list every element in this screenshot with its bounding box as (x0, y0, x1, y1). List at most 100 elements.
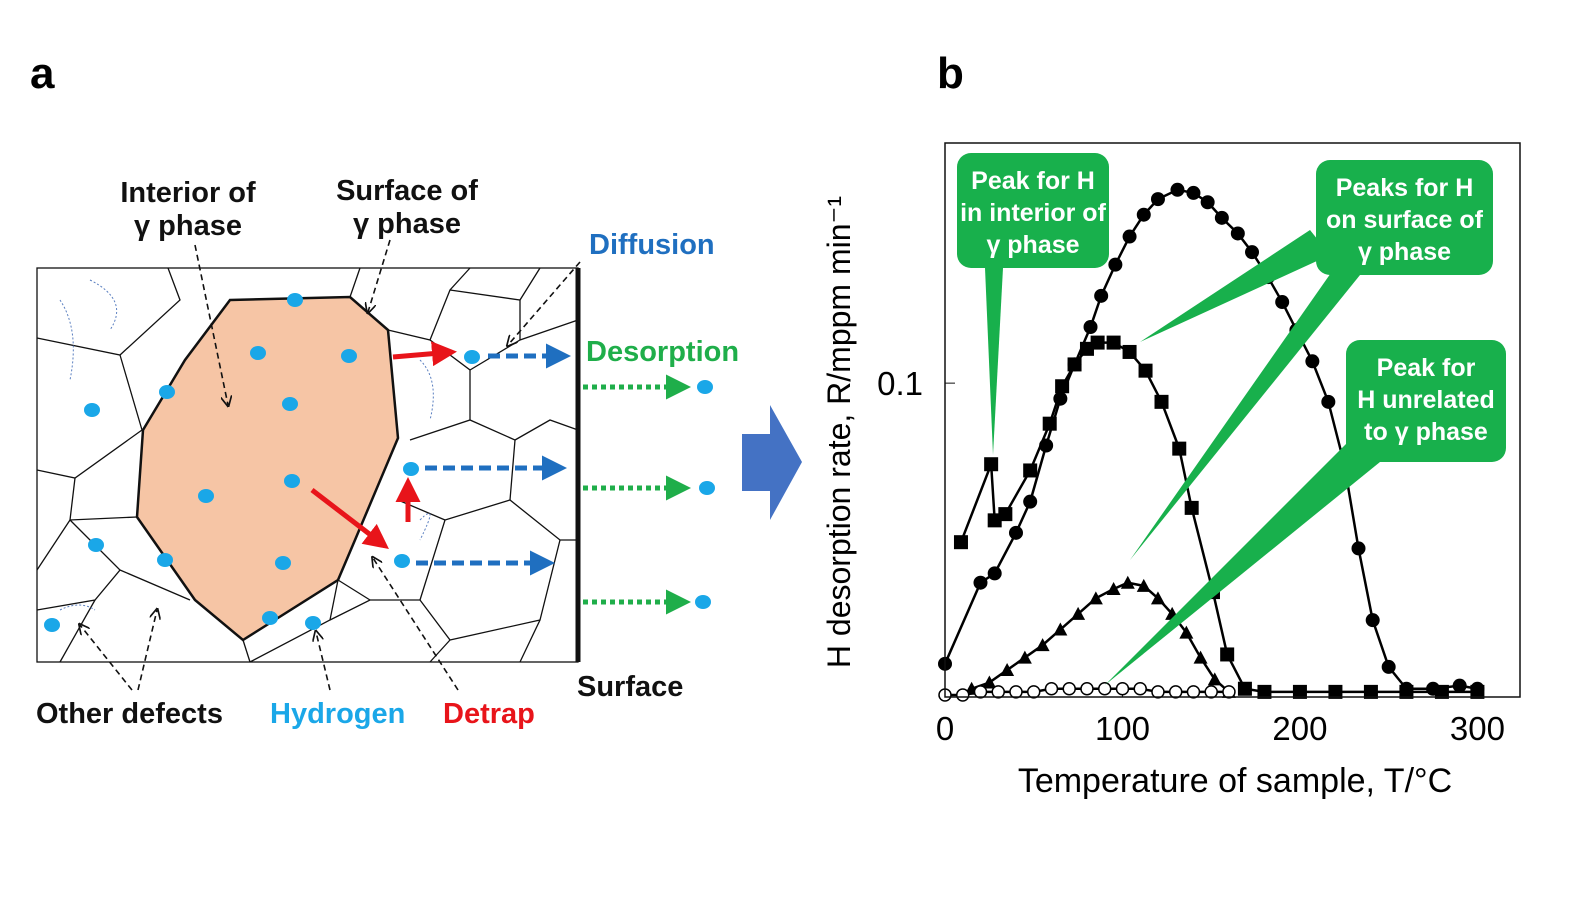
marker (1321, 394, 1336, 409)
marker (1097, 682, 1112, 696)
panel-label: a (30, 49, 55, 98)
callout-pointer (1140, 230, 1330, 342)
marker (953, 535, 968, 550)
pointers (80, 239, 581, 691)
marker (1154, 394, 1169, 409)
callout-pointer (1130, 260, 1360, 560)
callout-text: to γ phase (1364, 418, 1488, 446)
marker (1000, 663, 1015, 677)
marker (1017, 650, 1032, 664)
callout-box (1346, 340, 1506, 462)
detrap-label: Detrap (443, 698, 535, 730)
marker (1214, 210, 1229, 225)
marker (1184, 500, 1199, 515)
marker (1204, 685, 1218, 699)
panel-label: b (937, 49, 964, 98)
marker (1083, 320, 1098, 334)
marker (1381, 659, 1396, 674)
callout-text: in interior of (960, 199, 1107, 227)
marker (1245, 245, 1260, 260)
marker (1170, 182, 1185, 197)
marker (1207, 672, 1222, 686)
gamma-phase (135, 295, 400, 642)
marker (1088, 591, 1103, 605)
callout-text: H unrelated (1357, 386, 1495, 414)
callout-text: Peak for (1377, 354, 1476, 382)
marker (1094, 288, 1109, 303)
callout-text: Peaks for H (1336, 174, 1474, 202)
diffusion-paths (59, 279, 434, 611)
marker (1168, 685, 1183, 699)
marker (955, 688, 970, 702)
marker (1351, 541, 1366, 556)
marker (1133, 682, 1147, 696)
marker (1009, 685, 1023, 699)
marker (984, 457, 999, 472)
marker (1222, 685, 1236, 699)
y-tick-label: 0.1 (877, 365, 923, 402)
callout-text: on surface of (1326, 206, 1484, 234)
callout-box (957, 153, 1109, 268)
marker (1062, 682, 1076, 696)
y-axis-label: H desorption rate, R/mppm min⁻¹ (821, 196, 857, 668)
marker (1452, 678, 1467, 693)
marker (987, 566, 1002, 581)
marker (1080, 682, 1094, 696)
marker (1108, 257, 1123, 272)
marker (987, 513, 1002, 528)
marker (1365, 613, 1380, 628)
diffusion-label: Diffusion (589, 229, 715, 261)
callout-pointer (1105, 440, 1380, 685)
surface-of-label: Surface of (336, 175, 478, 207)
surface-of-label: γ phase (353, 208, 461, 240)
marker (1115, 682, 1130, 696)
marker (1090, 335, 1105, 350)
marker (1237, 681, 1252, 696)
marker (1328, 684, 1343, 699)
hydrogen-atoms (44, 293, 715, 632)
x-tick-label: 300 (1450, 710, 1505, 747)
hydrogen-label: Hydrogen (270, 698, 405, 730)
callout-pointer (985, 268, 1003, 455)
marker (1363, 684, 1378, 699)
marker (1179, 625, 1194, 639)
marker (1106, 335, 1121, 350)
marker (1106, 581, 1121, 595)
marker (1220, 647, 1235, 662)
marker (1292, 684, 1307, 699)
marker (1071, 606, 1086, 620)
marker (1399, 681, 1414, 696)
marker (1305, 354, 1320, 369)
marker (1067, 357, 1082, 372)
marker (982, 675, 997, 689)
marker (1026, 685, 1041, 699)
marker (1186, 185, 1201, 200)
marker (1039, 438, 1054, 453)
marker (1136, 578, 1151, 592)
marker (1008, 525, 1023, 540)
interior-label: Interior of (120, 177, 256, 209)
other-defects-label: Other defects (36, 698, 223, 730)
panel-b: b 0 100 200 300 0.1 Temperature of sample, T/°… (821, 49, 1521, 800)
marker (1122, 344, 1137, 359)
marker (1035, 638, 1050, 652)
plot-frame (944, 142, 1521, 698)
panel-a: a Interior of γ phase Surface of γ phase… (30, 49, 739, 730)
marker (1257, 684, 1272, 699)
marker (1053, 391, 1068, 406)
marker (1426, 681, 1441, 696)
marker (1150, 192, 1165, 207)
marker (1122, 229, 1137, 244)
surface-label: Surface (577, 671, 683, 703)
x-tick-label: 0 (936, 710, 954, 747)
marker (1023, 494, 1038, 509)
marker (1150, 591, 1165, 605)
desorption-label: Desorption (586, 336, 739, 368)
marker (1053, 622, 1068, 636)
marker (1120, 575, 1135, 589)
marker (1193, 650, 1208, 664)
callout-text: Peak for H (971, 167, 1095, 195)
marker (1275, 295, 1290, 310)
marker (1470, 681, 1485, 696)
